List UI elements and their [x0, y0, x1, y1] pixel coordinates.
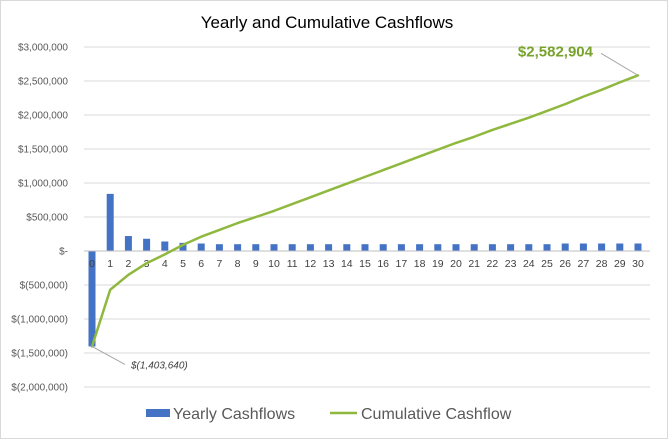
bar — [306, 244, 314, 251]
x-tick-label: 2 — [125, 258, 131, 270]
line-series — [90, 74, 640, 348]
bar — [616, 243, 624, 251]
bar — [434, 244, 442, 251]
x-tick-label: 9 — [253, 258, 259, 270]
x-tick-label: 23 — [505, 258, 517, 270]
bar — [343, 244, 351, 251]
x-tick-label: 24 — [523, 258, 535, 270]
bar — [470, 244, 478, 251]
start-value-leader — [91, 346, 126, 365]
annotations: $2,582,904 $(1,403,640) — [91, 43, 639, 371]
x-tick-label: 30 — [632, 258, 644, 270]
y-tick-label: $2,500,000 — [18, 77, 68, 88]
end-value-leader — [600, 52, 639, 76]
x-tick-label: 14 — [341, 258, 353, 270]
x-tick-label: 0 — [89, 258, 95, 270]
bar — [416, 244, 424, 251]
x-tick-label: 22 — [487, 258, 499, 270]
bar — [234, 244, 242, 251]
y-tick-label: $1,000,000 — [18, 179, 68, 190]
y-tick-label: $- — [59, 247, 68, 258]
x-axis-ticks: 0 1 2 3 4 5 6 7 8 9 10 11 12 13 14 15 16 17 18 19 20 21 22 23 24… — [89, 258, 644, 270]
bar — [215, 244, 223, 251]
bar — [507, 244, 515, 251]
bar — [252, 244, 260, 251]
x-tick-label: 25 — [541, 258, 553, 270]
x-tick-label: 29 — [614, 258, 626, 270]
cumulative-line — [90, 74, 640, 348]
y-tick-label: $(500,000) — [20, 281, 68, 292]
x-tick-label: 5 — [180, 258, 186, 270]
x-tick-label: 18 — [414, 258, 426, 270]
x-tick-label: 8 — [235, 258, 241, 270]
x-tick-label: 11 — [287, 258, 298, 270]
x-tick-label: 16 — [377, 258, 389, 270]
bar — [161, 241, 169, 251]
y-tick-label: $(1,500,000) — [11, 349, 68, 360]
x-tick-label: 27 — [578, 258, 590, 270]
x-tick-label: 21 — [468, 258, 480, 270]
y-tick-label: $500,000 — [26, 213, 68, 224]
y-tick-label: $(2,000,000) — [11, 383, 68, 394]
start-value-label: $(1,403,640) — [130, 360, 188, 371]
bar — [488, 244, 496, 251]
x-tick-label: 13 — [323, 258, 335, 270]
x-tick-label: 15 — [359, 258, 371, 270]
end-value-label: $2,582,904 — [518, 43, 594, 60]
x-tick-label: 17 — [396, 258, 408, 270]
bar — [270, 244, 278, 251]
y-tick-label: $3,000,000 — [18, 43, 68, 54]
bar — [143, 238, 151, 251]
gridlines — [84, 46, 650, 388]
bar — [561, 243, 569, 251]
bar — [579, 243, 587, 251]
bar — [197, 243, 205, 251]
bar — [88, 251, 96, 347]
legend-bar-label: Yearly Cashflows — [173, 406, 295, 423]
bar-series — [88, 193, 642, 347]
legend: Yearly Cashflows Cumulative Cashflow — [146, 406, 512, 423]
x-tick-label: 19 — [432, 258, 444, 270]
bar — [325, 244, 333, 251]
legend-bar-swatch — [146, 409, 170, 417]
x-tick-label: 1 — [107, 258, 113, 270]
bar — [397, 244, 405, 251]
x-tick-label: 10 — [268, 258, 280, 270]
legend-line-label: Cumulative Cashflow — [361, 406, 512, 423]
bar — [543, 244, 551, 251]
bar — [634, 243, 642, 251]
x-tick-label: 7 — [216, 258, 222, 270]
bar — [379, 244, 387, 251]
bar — [452, 244, 460, 251]
bar — [124, 236, 132, 251]
x-tick-label: 28 — [596, 258, 608, 270]
x-tick-label: 26 — [559, 258, 571, 270]
bar — [361, 244, 369, 251]
bar — [598, 243, 606, 251]
bar — [106, 193, 114, 251]
x-tick-label: 6 — [198, 258, 204, 270]
x-tick-label: 4 — [162, 258, 168, 270]
y-axis-ticks: $3,000,000 $2,500,000 $2,000,000 $1,500,000… — [11, 43, 68, 394]
chart-title: Yearly and Cumulative Cashflows — [201, 13, 454, 32]
x-tick-label: 12 — [305, 258, 317, 270]
y-tick-label: $1,500,000 — [18, 145, 68, 156]
bar — [525, 244, 533, 251]
x-tick-label: 20 — [450, 258, 462, 270]
bar — [288, 244, 296, 251]
y-tick-label: $(1,000,000) — [11, 315, 68, 326]
bar — [179, 242, 187, 251]
y-tick-label: $2,000,000 — [18, 111, 68, 122]
